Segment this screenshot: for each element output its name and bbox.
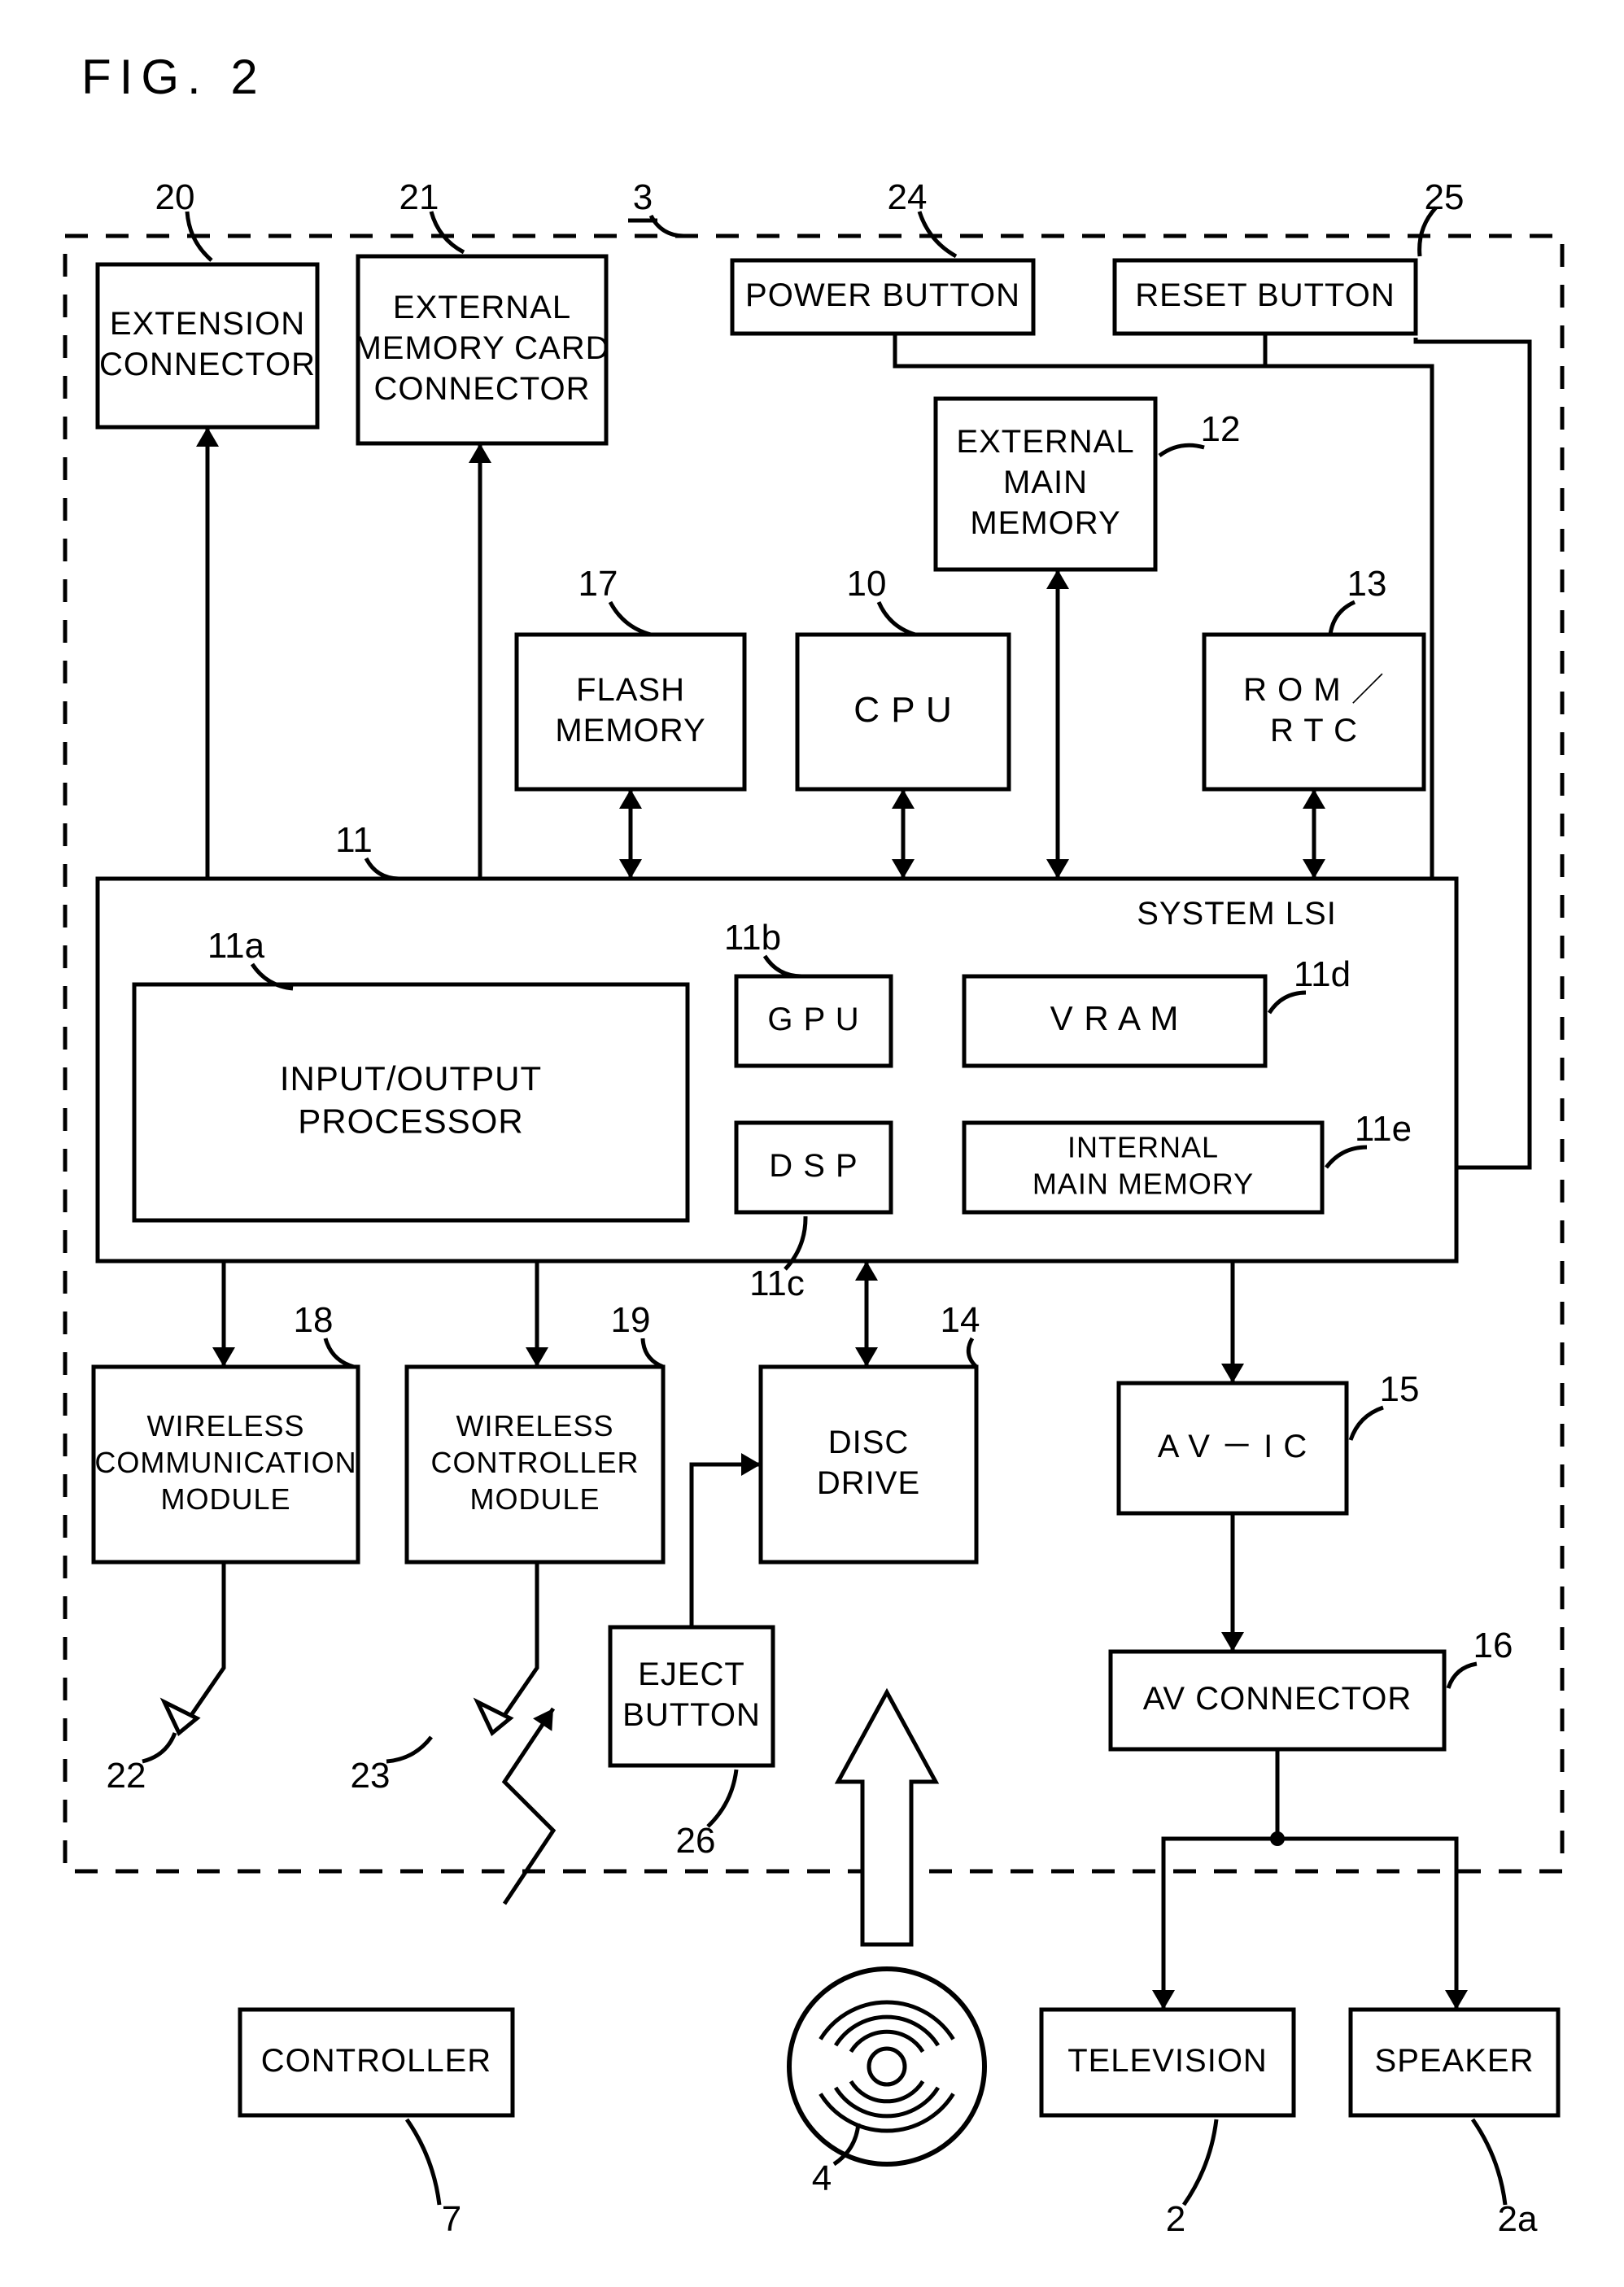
ref-11: 11 [335, 820, 373, 860]
ref-3: 3 [633, 177, 653, 217]
svg-text:RESET BUTTON: RESET BUTTON [1135, 277, 1395, 313]
wireless_comm: WIRELESSCOMMUNICATIONMODULE [94, 1367, 358, 1562]
svg-text:SYSTEM LSI: SYSTEM LSI [1137, 896, 1337, 932]
figure-title: FIG. 2 [81, 50, 266, 104]
wireless_ctrl: WIRELESSCONTROLLERMODULE [407, 1367, 663, 1562]
ref-20: 20 [155, 177, 195, 217]
vram: V R A M [964, 976, 1265, 1066]
ref-2: 2 [1166, 2199, 1185, 2239]
ref-26: 26 [676, 1821, 716, 1861]
block-diagram: FIG. 2 EXTENSIONCONNECTOREXTERNALMEMORY C… [0, 0, 1624, 2287]
av_ic: A V － I C [1119, 1383, 1347, 1513]
ref-19: 19 [611, 1300, 651, 1340]
av_connector: AV CONNECTOR [1111, 1652, 1444, 1749]
disc-icon [789, 1969, 984, 2164]
internal_main_memory: INTERNALMAIN MEMORY [964, 1123, 1322, 1212]
eject_button: EJECTBUTTON [610, 1627, 773, 1765]
svg-text:G P U: G P U [767, 1002, 859, 1037]
ref-11c: 11c [749, 1264, 805, 1303]
ref-2a: 2a [1498, 2199, 1538, 2239]
dsp: D S P [736, 1123, 891, 1212]
television: TELEVISION [1041, 2010, 1294, 2115]
ref-16: 16 [1473, 1626, 1513, 1665]
reset_button: RESET BUTTON [1115, 260, 1416, 334]
rom_rtc: R O M ／R T C [1204, 635, 1424, 789]
ref-10: 10 [847, 564, 887, 604]
ref-11d: 11d [1294, 954, 1351, 994]
ref-25: 25 [1425, 177, 1465, 217]
ref-23: 23 [351, 1756, 391, 1796]
svg-text:C P U: C P U [853, 690, 953, 730]
ref-22: 22 [107, 1756, 146, 1796]
disc-insert-arrow [838, 1692, 936, 1944]
disc_drive: DISCDRIVE [761, 1367, 976, 1562]
cpu: C P U [797, 635, 1009, 789]
ref-4: 4 [812, 2158, 832, 2198]
ref-11b: 11b [724, 918, 781, 958]
gpu: G P U [736, 976, 891, 1066]
memory_card_connector: EXTERNALMEMORY CARDCONNECTOR [354, 256, 609, 443]
ref-15: 15 [1380, 1369, 1420, 1409]
svg-text:A V － I C: A V － I C [1158, 1429, 1308, 1464]
controller: CONTROLLER [240, 2010, 513, 2115]
ref-7: 7 [442, 2199, 461, 2239]
power_button: POWER BUTTON [732, 260, 1033, 334]
ref-14: 14 [941, 1300, 980, 1340]
external_main_memory: EXTERNALMAINMEMORY [936, 399, 1155, 570]
flash_memory: FLASHMEMORY [517, 635, 744, 789]
io_processor: INPUT/OUTPUTPROCESSOR [134, 984, 688, 1220]
extension_connector: EXTENSIONCONNECTOR [98, 264, 317, 427]
speaker: SPEAKER [1351, 2010, 1558, 2115]
ref-17: 17 [578, 564, 618, 604]
svg-text:V R A M: V R A M [1050, 999, 1180, 1037]
svg-text:SPEAKER: SPEAKER [1375, 2043, 1535, 2079]
ref-21: 21 [399, 177, 439, 217]
ref-12: 12 [1201, 409, 1241, 449]
ref-11a: 11a [207, 926, 265, 966]
svg-text:TELEVISION: TELEVISION [1067, 2043, 1268, 2079]
svg-text:D S P: D S P [769, 1148, 858, 1184]
ref-13: 13 [1347, 564, 1387, 604]
ref-24: 24 [888, 177, 928, 217]
svg-text:CONTROLLER: CONTROLLER [261, 2043, 491, 2079]
svg-text:POWER BUTTON: POWER BUTTON [745, 277, 1020, 313]
svg-text:AV CONNECTOR: AV CONNECTOR [1143, 1681, 1412, 1717]
ref-11e: 11e [1355, 1109, 1412, 1149]
ref-18: 18 [294, 1300, 334, 1340]
